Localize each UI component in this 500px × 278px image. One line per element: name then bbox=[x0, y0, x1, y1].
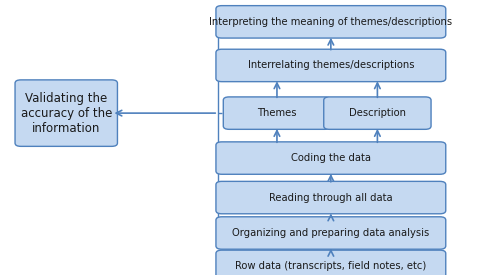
Text: Themes: Themes bbox=[257, 108, 296, 118]
FancyBboxPatch shape bbox=[15, 80, 118, 146]
FancyBboxPatch shape bbox=[216, 250, 446, 278]
FancyBboxPatch shape bbox=[216, 49, 446, 82]
Text: Coding the data: Coding the data bbox=[291, 153, 371, 163]
Text: Organizing and preparing data analysis: Organizing and preparing data analysis bbox=[232, 228, 430, 238]
FancyBboxPatch shape bbox=[324, 97, 431, 129]
Text: Reading through all data: Reading through all data bbox=[269, 193, 392, 203]
FancyBboxPatch shape bbox=[224, 97, 330, 129]
Text: Interpreting the meaning of themes/descriptions: Interpreting the meaning of themes/descr… bbox=[210, 17, 452, 27]
FancyBboxPatch shape bbox=[216, 142, 446, 174]
FancyBboxPatch shape bbox=[216, 6, 446, 38]
Text: Row data (transcripts, field notes, etc): Row data (transcripts, field notes, etc) bbox=[235, 261, 426, 271]
FancyBboxPatch shape bbox=[216, 217, 446, 249]
Text: Interrelating themes/descriptions: Interrelating themes/descriptions bbox=[248, 60, 414, 70]
Text: Validating the
accuracy of the
information: Validating the accuracy of the informati… bbox=[20, 92, 112, 135]
FancyBboxPatch shape bbox=[216, 181, 446, 214]
Text: Description: Description bbox=[349, 108, 406, 118]
